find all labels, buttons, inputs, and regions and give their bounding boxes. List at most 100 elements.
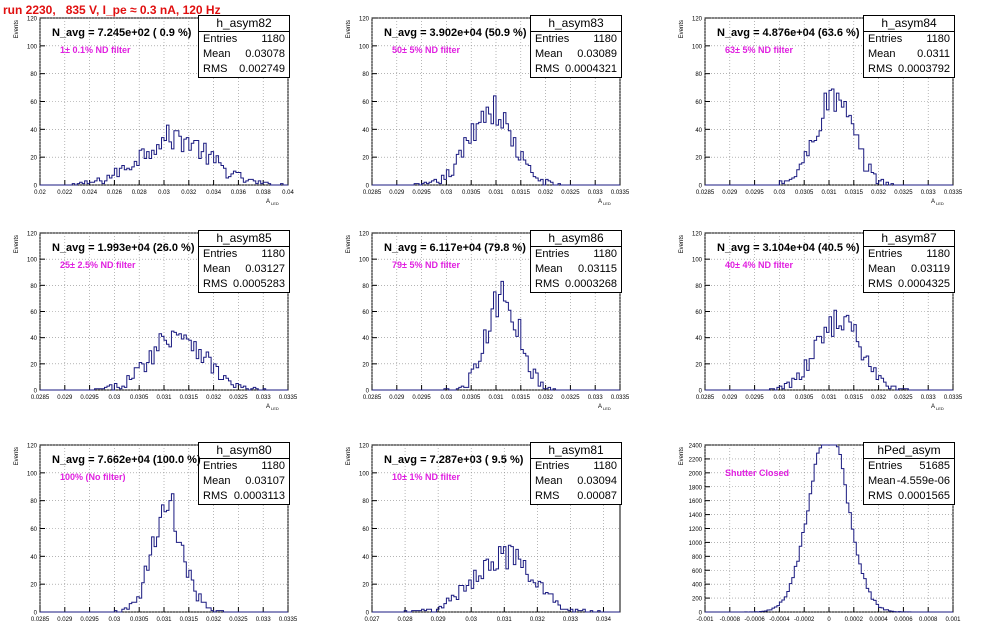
stats-value: 0.0004321 [565,63,617,75]
stats-value: 0.03078 [245,48,285,60]
stats-key: Entries [203,248,238,260]
y-tick-label: 20 [695,362,702,368]
y-tick-label: 100 [27,258,38,264]
y-tick-label: 40 [30,128,37,134]
x-tick-label: 0.03 [774,395,786,401]
y-tick-label: 120 [27,17,38,23]
stats-key: RMS [203,63,228,75]
stats-value: 0.0004325 [898,278,950,290]
y-tick-label: 20 [362,362,369,368]
x-tick-label: 0.034 [596,617,612,622]
x-tick-label: 0.0008 [919,617,938,622]
y-tick-label: 20 [30,156,37,162]
stats-row: Mean 0.03115 [531,262,621,277]
x-tick-label: 0.03 [109,617,121,622]
x-tick-label: 0.031 [156,617,172,622]
x-tick-label: 0.029 [389,395,405,401]
stats-value: 1180 [261,248,285,260]
stats-box-h_asym87: h_asym87 Entries 1180 Mean 0.03119 RMS 0.00043… [863,230,955,293]
stats-value: 0.0003113 [233,490,285,502]
x-tick-label: -0.0004 [769,617,790,622]
histogram-line [40,330,288,391]
x-tick-label: 0.0335 [611,395,630,401]
x-tick-label: 0.029 [389,190,405,196]
x-tick-label: 0.026 [107,190,123,196]
n-avg-label: N_avg = 3.902e+04 (50.9 %) [384,27,527,39]
stats-key: RMS [535,63,560,75]
stats-box-h_asym82: h_asym82 Entries 1180 Mean 0.03078 RMS 0.00274… [198,15,290,78]
filter-label: 63± 5% ND filter [725,45,793,55]
x-tick-label: 0.032 [871,395,887,401]
x-tick-label: 0.032 [206,617,222,622]
n-avg-label: N_avg = 7.287e+03 ( 9.5 %) [384,454,524,466]
filter-label: 50± 5% ND filter [392,45,460,55]
stats-key: Mean [535,263,563,275]
stats-key: Mean [203,48,231,60]
stats-value: 0.03119 [911,263,950,275]
x-tick-label: 0.031 [497,617,513,622]
y-tick-label: 1000 [689,541,703,547]
filter-label: 1± 0.1% ND filter [60,45,131,55]
stats-row: RMS 0.0004321 [531,62,621,77]
stats-row: Mean 0.03094 [531,474,621,489]
histogram-line [705,88,953,186]
y-tick-label: 1200 [689,527,703,533]
stats-value: 1180 [926,33,950,45]
stats-value: 1180 [926,248,950,260]
x-tick-label: 0.0305 [462,395,481,401]
y-tick-label: 100 [692,258,703,264]
y-tick-label: 80 [30,499,37,505]
y-tick-label: 0 [699,389,703,395]
y-tick-label: 20 [362,583,369,589]
y-tick-label: 120 [359,17,370,23]
x-tick-label: 0.0305 [795,395,814,401]
y-tick-label: 2400 [689,444,703,450]
run-title: run 2230, 835 V, I_pe ≈ 0.3 nA, 120 Hz [3,3,221,17]
y-tick-label: 0 [699,184,703,190]
x-tick-label: 0.0295 [412,190,431,196]
x-tick-label: 0.032 [206,395,222,401]
x-tick-label: 0.0295 [80,395,99,401]
y-tick-label: 60 [695,100,702,106]
y-tick-label: 120 [359,232,370,238]
histogram-line [705,444,953,613]
stats-value: 1180 [593,248,617,260]
x-tick-label: 0.0295 [80,617,99,622]
y-tick-label: 60 [30,310,37,316]
x-tick-label: 0.0335 [611,190,630,196]
y-tick-label: 60 [362,100,369,106]
histogram-line [372,95,620,186]
filter-label: 79± 5% ND filter [392,260,460,270]
x-tick-label: 0.0006 [894,617,913,622]
x-tick-label: 0.024 [82,190,98,196]
n-avg-label: N_avg = 7.245e+02 ( 0.9 %) [52,27,192,39]
y-tick-label: 0 [34,389,38,395]
y-tick-label: 80 [362,284,369,290]
y-tick-label: 1800 [689,485,703,491]
stats-key: Mean [535,48,563,60]
stats-title: hPed_asym [864,443,954,459]
x-tick-label: 0.0325 [894,395,913,401]
stats-key: Entries [535,33,570,45]
n-avg-label: N_avg = 7.662e+04 (100.0 %) [52,454,201,466]
stats-title: h_asym86 [531,231,621,247]
x-tick-label: 0.028 [132,190,148,196]
y-tick-label: 40 [695,336,702,342]
x-tick-label: 0.0315 [180,395,199,401]
x-tick-label: 0.033 [563,617,579,622]
filter-label: Shutter Closed [725,468,790,478]
stats-value: 0.03089 [577,48,617,60]
filter-label: 10± 1% ND filter [392,472,460,482]
x-tick-label: 0.0315 [512,190,531,196]
histogram-line [40,124,288,186]
stats-key: Entries [868,33,903,45]
x-tick-label: 0.022 [57,190,73,196]
stats-row: Mean 0.03127 [199,262,289,277]
y-tick-label: 200 [692,597,703,603]
x-tick-label: 0.04 [282,190,294,196]
x-tick-label: 0.031 [488,395,504,401]
y-axis-title: Events [14,447,20,465]
x-tick-label: 0.0285 [363,395,382,401]
stats-row: Entries 1180 [199,247,289,262]
y-tick-label: 40 [30,336,37,342]
